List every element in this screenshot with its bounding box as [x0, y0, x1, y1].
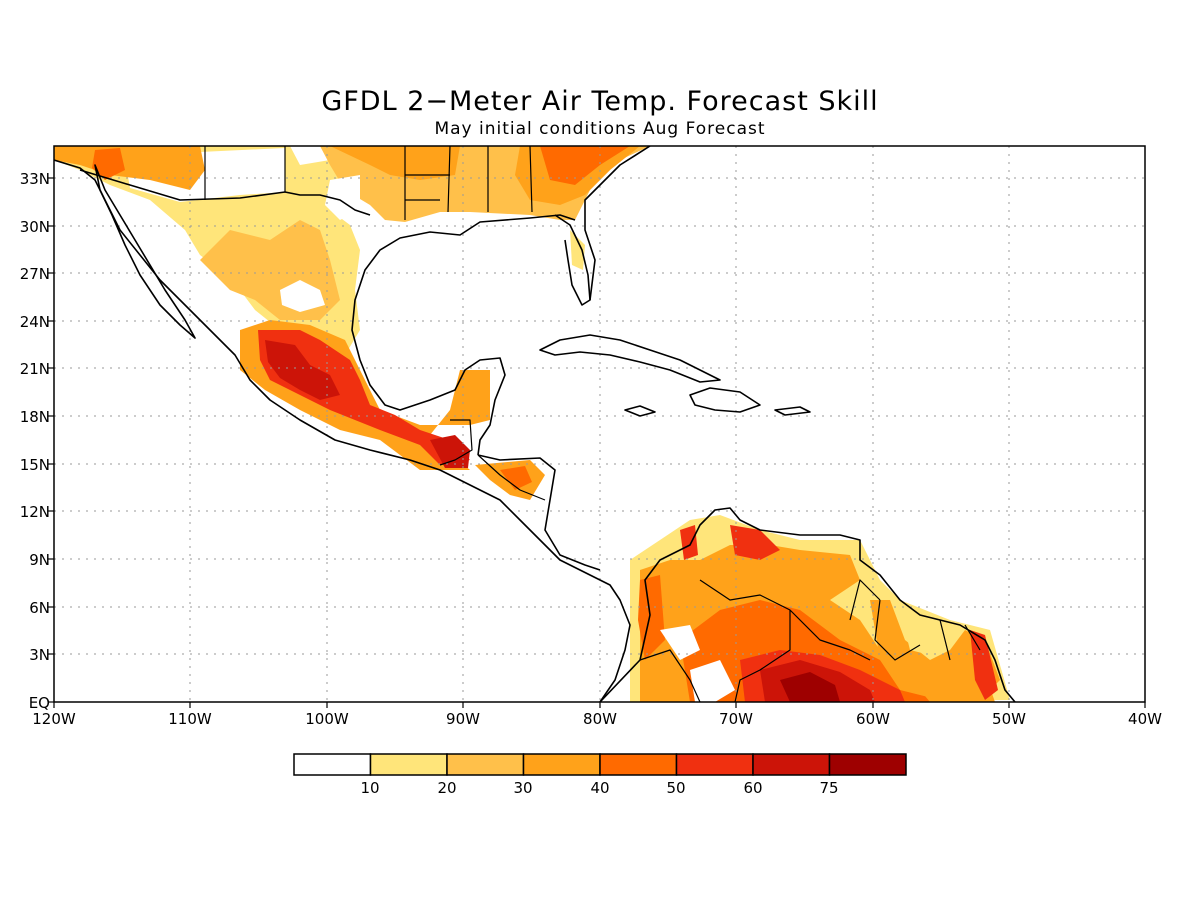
- colorbar-swatch: [522, 753, 601, 776]
- skill-region-honduras-red: [500, 466, 532, 490]
- lon-tick-label: 60W: [856, 710, 890, 728]
- skill-region-venezuela-red: [730, 525, 780, 560]
- lon-tick-label: 110W: [168, 710, 212, 728]
- lat-tick-label: 9N: [29, 551, 50, 569]
- coastline-puerto-rico: [774, 406, 811, 416]
- colorbar-label: 10: [360, 779, 379, 797]
- coastline-hispaniola: [689, 387, 761, 413]
- coastline-central-america-caribbean: [477, 454, 601, 571]
- colorbar-swatch: [293, 753, 372, 776]
- coastlines: [54, 146, 1016, 702]
- lat-tick-label: 27N: [20, 265, 50, 283]
- skill-region-guatemala: [430, 435, 470, 468]
- skill-region-florida: [570, 230, 585, 270]
- skill-region-se-us-east-red: [540, 146, 630, 185]
- skill-region-nw-mexico-red: [92, 148, 125, 180]
- colorbar-swatch: [446, 753, 525, 776]
- colorbar-swatch: [369, 753, 448, 776]
- skill-region-guianas: [870, 600, 1000, 700]
- lat-tick-label: 24N: [20, 313, 50, 331]
- map-grid: [54, 146, 1145, 702]
- skill-region-south-mexico-red: [258, 330, 470, 465]
- border-us-mexico: [79, 169, 371, 216]
- lon-tick-label: 80W: [583, 710, 617, 728]
- lat-axis: 33N 30N 27N 24N 21N 18N 15N 12N 9N 6N 3N…: [20, 170, 50, 712]
- map-title: GFDL 2−Meter Air Temp. Forecast Skill: [321, 86, 879, 117]
- colorbar: [293, 753, 907, 776]
- lon-tick-label: 40W: [1128, 710, 1162, 728]
- colorbar-swatch: [828, 753, 907, 776]
- skill-region-sa-white1: [660, 625, 700, 660]
- skill-region-se-us-orange: [330, 146, 460, 180]
- border-central-america: [439, 419, 546, 501]
- lon-tick-label: 120W: [32, 710, 76, 728]
- lat-tick-label: 15N: [20, 456, 50, 474]
- skill-region-guianas-red: [970, 630, 998, 700]
- coastline-mexico-pacific: [54, 159, 631, 702]
- lat-tick-label: EQ: [29, 694, 50, 712]
- lon-tick-label: 70W: [719, 710, 753, 728]
- lon-axis: 120W 110W 100W 90W 80W 70W 60W 50W 40W: [32, 710, 1162, 728]
- lat-tick-label: 30N: [20, 218, 50, 236]
- skill-region-texas-white: [325, 175, 360, 220]
- lat-tick-label: 33N: [20, 170, 50, 188]
- lat-tick-label: 3N: [29, 646, 50, 664]
- coastline-baja: [94, 164, 196, 339]
- colorbar-label: 40: [590, 779, 609, 797]
- lon-tick-label: 90W: [446, 710, 480, 728]
- skill-region-south-mexico-darkred: [265, 340, 340, 400]
- skill-region-sa-darkest: [780, 672, 840, 702]
- border-us-states: [204, 146, 533, 220]
- colorbar-label: 20: [437, 779, 456, 797]
- colorbar-swatch: [599, 753, 678, 776]
- lat-tick-label: 6N: [29, 599, 50, 617]
- skill-region-north-mexico-white: [280, 280, 325, 312]
- colorbar-label: 30: [513, 779, 532, 797]
- colorbar-label: 50: [666, 779, 685, 797]
- colorbar-swatch: [675, 753, 754, 776]
- colorbar-label: 60: [743, 779, 762, 797]
- border-south-america: [639, 579, 981, 702]
- coastline-cuba: [539, 334, 721, 383]
- lat-tick-label: 21N: [20, 360, 50, 378]
- coastline-jamaica: [624, 405, 656, 417]
- colorbar-swatch: [752, 753, 831, 776]
- skill-region-nw-mexico-orange: [54, 146, 205, 190]
- lon-tick-label: 100W: [305, 710, 349, 728]
- skill-field: [54, 146, 1010, 702]
- colorbar-labels: 10 20 30 40 50 60 75: [360, 779, 838, 797]
- skill-region-sa-white2: [690, 660, 735, 702]
- lat-tick-label: 18N: [20, 408, 50, 426]
- lat-tick-label: 12N: [20, 503, 50, 521]
- colorbar-label: 75: [819, 779, 838, 797]
- map-subtitle: May initial conditions Aug Forecast: [434, 119, 766, 139]
- axis-ticks: [48, 177, 1146, 708]
- coastline-gulf-mexico: [351, 214, 576, 456]
- coastline-se-us: [584, 146, 651, 301]
- skill-region-nw-colombia: [680, 525, 698, 560]
- lon-tick-label: 50W: [992, 710, 1026, 728]
